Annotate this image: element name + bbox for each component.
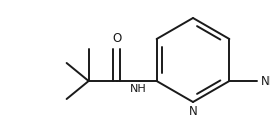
Text: N: N: [189, 105, 197, 118]
Text: NH₂: NH₂: [261, 74, 270, 88]
Text: O: O: [112, 32, 121, 45]
Text: NH: NH: [130, 84, 147, 94]
